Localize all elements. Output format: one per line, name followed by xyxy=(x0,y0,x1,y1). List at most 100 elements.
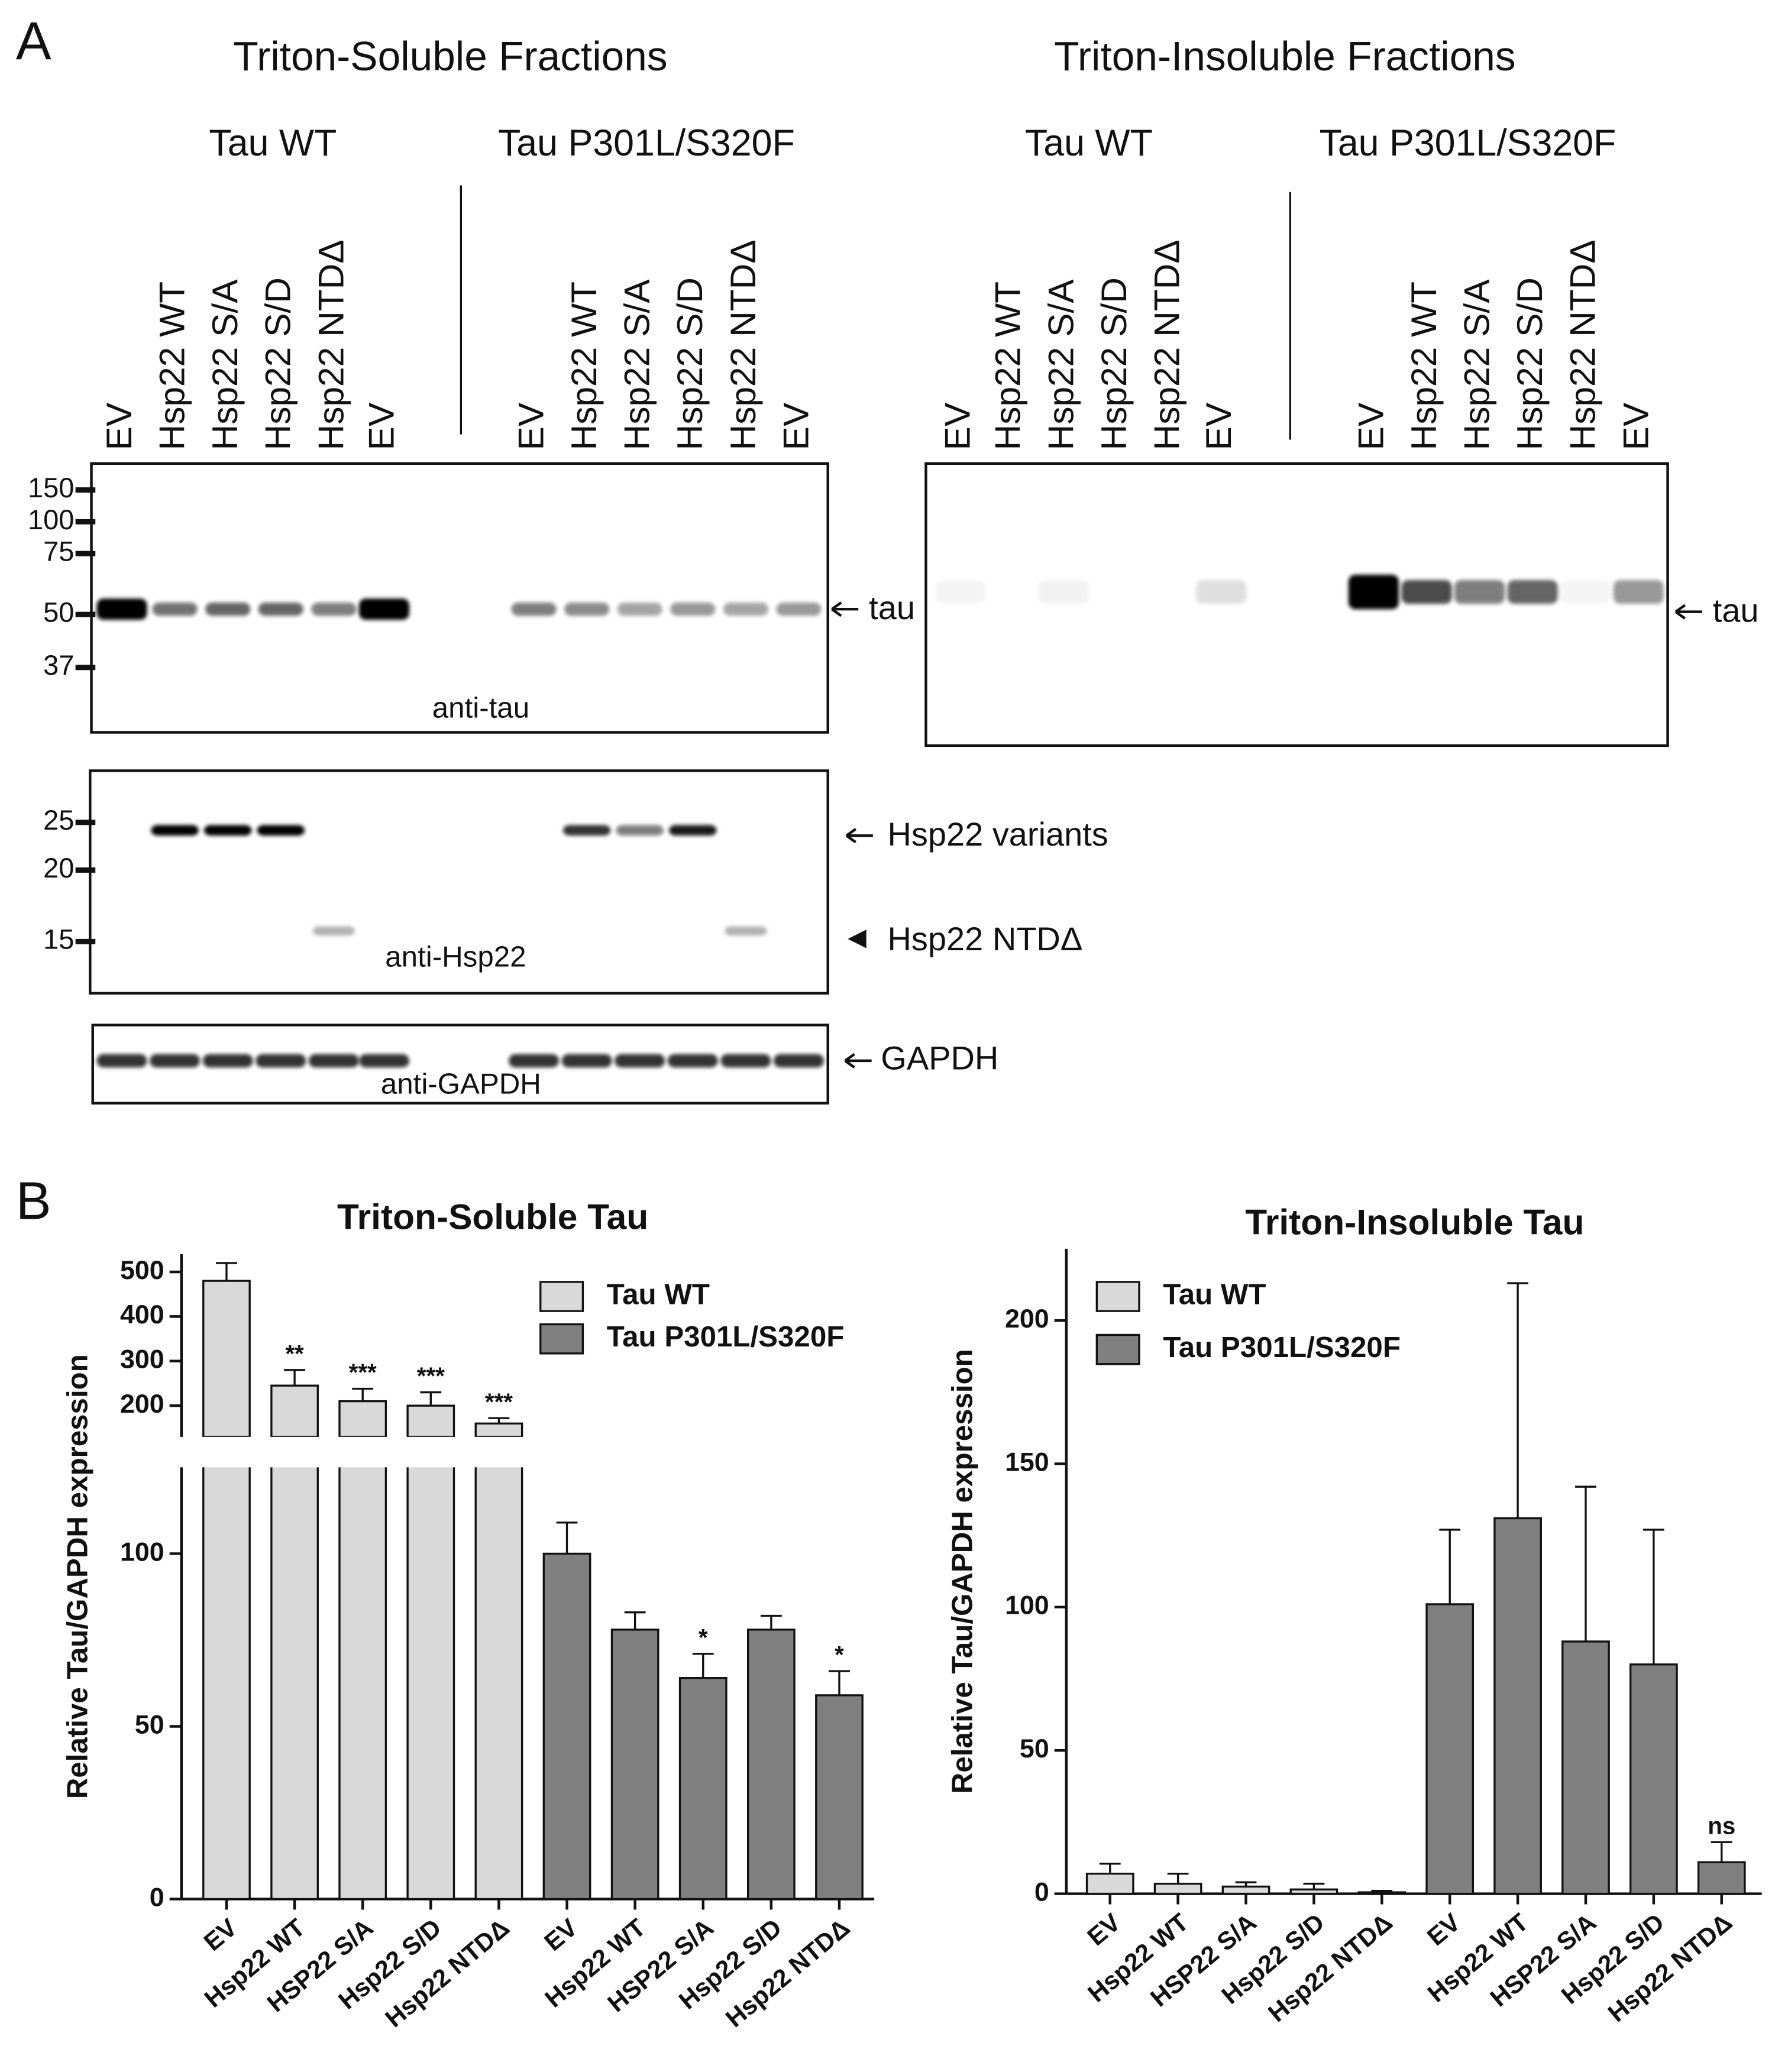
band-label: GAPDH xyxy=(881,1040,998,1077)
lane-label: EV xyxy=(1615,402,1656,450)
lane-label: EV xyxy=(511,402,551,450)
bar-segment xyxy=(1697,1841,1746,1894)
band xyxy=(773,1054,825,1068)
y-tick-label: 50 xyxy=(135,1710,164,1739)
bar-segment xyxy=(746,1614,796,1899)
bar xyxy=(1493,1517,1542,1894)
band xyxy=(308,1054,359,1068)
lane-label: Hsp22 NTDΔ xyxy=(311,239,351,450)
panel-label: A xyxy=(16,11,51,70)
bar xyxy=(406,1404,455,1437)
significance: ** xyxy=(285,1341,304,1367)
mw-marker: 37 xyxy=(43,649,74,681)
group-label: Tau P301L/S320F xyxy=(498,122,795,164)
y-axis-label: Relative Tau/GAPDH expression xyxy=(61,1354,93,1799)
lane-label: Hsp22 NTDΔ xyxy=(723,239,763,450)
bar-segment xyxy=(202,1262,251,1437)
lane-label: Hsp22 NTDΔ xyxy=(1563,239,1603,450)
lane-label: Hsp22 S/D xyxy=(258,277,298,450)
bar xyxy=(270,1384,319,1437)
mw-marker: 150 xyxy=(28,472,74,503)
bar-segment xyxy=(761,1458,782,1460)
band xyxy=(725,926,767,936)
bar-segment xyxy=(625,1458,646,1460)
arrowhead xyxy=(848,930,867,948)
lane-label: Hsp22 S/D xyxy=(1509,277,1550,450)
lane-label: Hsp22 WT xyxy=(564,281,604,451)
bar-segment xyxy=(542,1521,591,1899)
lane-label: Hsp22 S/A xyxy=(1040,279,1081,451)
bar-segment xyxy=(270,1467,319,1899)
bar-segment xyxy=(693,1463,714,1466)
band-label: Hsp22 NTDΔ xyxy=(887,920,1082,957)
arrows xyxy=(831,601,1702,1069)
bar-segment xyxy=(1221,1881,1270,1894)
blot-hsp22 xyxy=(89,769,829,995)
band xyxy=(258,602,303,616)
bar-segment xyxy=(474,1467,523,1899)
band xyxy=(1560,579,1611,604)
band xyxy=(615,1054,665,1068)
significance: * xyxy=(835,1642,844,1668)
band-label: tau xyxy=(1713,592,1759,629)
bar xyxy=(202,1280,251,1437)
legend-label: Tau WT xyxy=(1163,1278,1266,1311)
band-label: tau xyxy=(869,589,915,626)
mw-marker: 50 xyxy=(43,597,74,628)
band xyxy=(1507,579,1558,604)
blot-title: Triton-Insoluble Fractions xyxy=(1054,33,1515,79)
lane-label: Hsp22 WT xyxy=(152,281,192,451)
lane-label: EV xyxy=(361,402,401,450)
bar xyxy=(1289,1888,1338,1894)
group-label: Tau WT xyxy=(1025,122,1153,164)
lane-label: Hsp22 NTDΔ xyxy=(1146,239,1186,450)
blot-label: anti-tau xyxy=(432,691,529,724)
y-tick-label: 100 xyxy=(120,1537,164,1566)
significance: * xyxy=(699,1624,708,1651)
mw-marker: 20 xyxy=(43,852,74,883)
bar xyxy=(474,1467,523,1899)
bar-segment xyxy=(406,1467,455,1899)
band xyxy=(151,825,199,836)
bar-segment xyxy=(1085,1862,1134,1894)
band xyxy=(311,602,357,616)
x-tick-label: EV xyxy=(199,1913,243,1957)
bar xyxy=(474,1422,523,1437)
y-tick-label: 0 xyxy=(150,1882,164,1912)
bar xyxy=(746,1629,796,1899)
band-label: Hsp22 variants xyxy=(887,815,1108,853)
lane-label: EV xyxy=(99,402,139,450)
legend-swatch xyxy=(539,1281,584,1312)
bar-segment xyxy=(338,1387,387,1437)
band xyxy=(358,598,410,620)
lane-label: EV xyxy=(1350,402,1391,450)
band xyxy=(562,825,611,836)
significance: *** xyxy=(417,1363,445,1390)
legend-swatch xyxy=(1095,1281,1140,1312)
band xyxy=(508,1054,560,1068)
band xyxy=(96,598,147,620)
bar-segment xyxy=(1153,1872,1202,1894)
bar xyxy=(338,1400,387,1437)
lane-label: Hsp22 WT xyxy=(988,281,1028,451)
y-tick-label: 200 xyxy=(1005,1304,1049,1333)
band xyxy=(152,602,198,616)
band xyxy=(203,825,252,836)
band xyxy=(96,1054,147,1068)
lane-label: Hsp22 WT xyxy=(1404,281,1444,451)
bar xyxy=(1561,1640,1610,1894)
bar xyxy=(1629,1663,1678,1894)
legend-label: Tau P301L/S320F xyxy=(1163,1331,1401,1364)
group-label: Tau WT xyxy=(209,122,337,164)
bar-segment xyxy=(474,1417,523,1437)
bar xyxy=(1153,1882,1202,1894)
mw-marker: 15 xyxy=(43,924,74,955)
bar xyxy=(406,1467,455,1899)
bar xyxy=(1085,1872,1134,1894)
band xyxy=(1613,579,1664,604)
y-tick-label: 150 xyxy=(1005,1447,1049,1477)
band xyxy=(257,825,305,836)
group-label: Tau P301L/S320F xyxy=(1319,122,1616,164)
band xyxy=(720,1054,771,1068)
